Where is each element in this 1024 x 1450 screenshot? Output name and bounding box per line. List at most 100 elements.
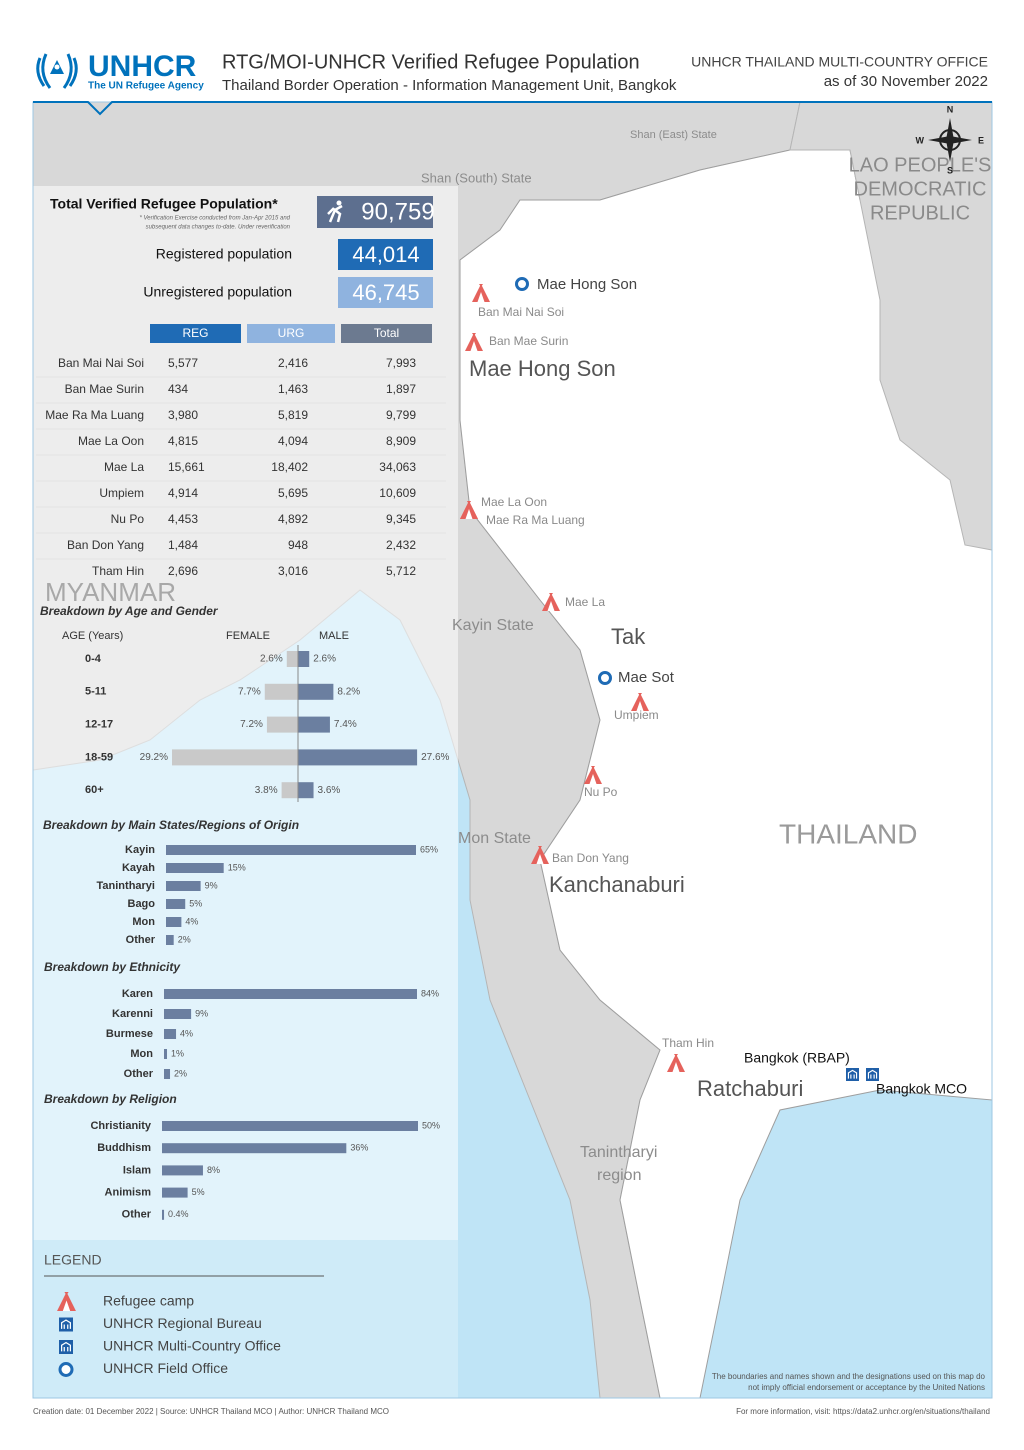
value-label: 2%: [174, 1068, 187, 1078]
compass-label: S: [947, 165, 953, 175]
row-label: Mae La Oon: [78, 434, 144, 448]
compass-label: W: [916, 135, 925, 145]
row-label: Mae La: [104, 460, 144, 474]
category-label: 18-59: [85, 751, 113, 763]
country-label: DEMOCRATIC: [854, 178, 987, 200]
logo-tagline: The UN Refugee Agency: [88, 81, 204, 92]
cell: 8,909: [386, 434, 416, 448]
legend-label: UNHCR Regional Bureau: [103, 1315, 262, 1331]
value-label: 50%: [422, 1120, 440, 1130]
value-label: 84%: [421, 988, 439, 998]
cell: 2,696: [168, 564, 198, 578]
field-office-icon: [515, 277, 529, 291]
chart-title: Breakdown by Religion: [44, 1092, 177, 1106]
camp-label: Ban Don Yang: [552, 851, 629, 865]
category-label: Other: [124, 1068, 154, 1080]
bar: [298, 683, 334, 700]
bar: [162, 1165, 203, 1176]
category-label: 60+: [85, 784, 104, 796]
value-label: 3.8%: [255, 785, 278, 796]
cell: 1,463: [278, 382, 308, 396]
country-label: REPUBLIC: [870, 202, 970, 224]
country-label: MYANMAR: [45, 577, 176, 607]
footer-credits: Creation date: 01 December 2022 | Source…: [33, 1407, 389, 1416]
date: as of 30 November 2022: [824, 73, 988, 90]
value-label: 2%: [178, 934, 191, 944]
cell: 4,892: [278, 512, 308, 526]
value-label: 4%: [180, 1028, 193, 1038]
cell: 4,094: [278, 434, 308, 448]
bar: [166, 845, 416, 855]
registered-box: [338, 239, 433, 270]
column-header-box: [341, 324, 432, 343]
cell: 1,897: [386, 382, 416, 396]
field-office-icon: [598, 671, 612, 685]
value-label: 2.6%: [313, 654, 336, 665]
category-label: Other: [126, 934, 156, 946]
refugee-icon: [327, 204, 343, 223]
category-label: 0-4: [85, 653, 102, 665]
value-label: 15%: [228, 862, 246, 872]
row-label: Nu Po: [111, 512, 145, 526]
value-label: 29.2%: [140, 752, 168, 763]
value-label: 36%: [350, 1143, 368, 1153]
bar: [164, 1049, 168, 1059]
footer-more: For more information, visit: https://dat…: [736, 1407, 990, 1416]
province-label: Kanchanaburi: [549, 872, 685, 897]
value-label: 3.6%: [318, 785, 341, 796]
compass-label: N: [947, 104, 954, 114]
legend-label: FEMALE: [226, 630, 270, 642]
office-label: Bangkok MCO: [876, 1081, 967, 1097]
office-label: Bangkok (RBAP): [744, 1050, 850, 1066]
cell: 5,577: [168, 356, 198, 370]
row-label: Ban Don Yang: [67, 538, 144, 552]
state-label: Tanintharyi: [580, 1144, 657, 1161]
value-label: 27.6%: [421, 752, 449, 763]
column-header-box: [150, 324, 241, 343]
chart-title: Breakdown by Age and Gender: [40, 604, 219, 618]
bar: [164, 1029, 177, 1039]
value-label: 8.2%: [337, 686, 360, 697]
row-label: Ban Mae Surin: [65, 382, 144, 396]
value-label: 8%: [207, 1165, 220, 1175]
disclaimer: not imply official endorsement or accept…: [748, 1383, 985, 1392]
cell: 3,980: [168, 408, 198, 422]
column-header: Total: [374, 326, 399, 340]
state-label: Kayin State: [452, 617, 534, 634]
value-label: 4%: [185, 916, 198, 926]
category-label: Mon: [132, 916, 155, 928]
cell: 434: [168, 382, 188, 396]
category-label: Other: [122, 1209, 152, 1221]
total: 90,759: [361, 198, 434, 225]
legend-label: UNHCR Field Office: [103, 1360, 228, 1376]
value-label: 65%: [420, 844, 438, 854]
row-label: Ban Mai Nai Soi: [58, 356, 144, 370]
legend-icon: [59, 1340, 73, 1354]
unregistered-label: Unregistered population: [143, 284, 292, 300]
cell: 5,712: [386, 564, 416, 578]
category-label: 5-11: [85, 686, 106, 698]
category-label: Buddhism: [97, 1142, 151, 1154]
column-header-box: [247, 324, 335, 343]
logo-name: UNHCR: [88, 50, 197, 83]
cell: 2,416: [278, 356, 308, 370]
cell: 15,661: [168, 460, 205, 474]
field-office-label: Mae Sot: [618, 669, 675, 686]
subtitle: Thailand Border Operation - Information …: [222, 77, 677, 94]
category-header: AGE (Years): [62, 630, 123, 642]
office: UNHCR THAILAND MULTI-COUNTRY OFFICE: [691, 54, 988, 70]
state-label: Mon State: [458, 830, 531, 847]
note: subsequent data changes to-date. Under r…: [146, 225, 291, 231]
state-label: region: [597, 1167, 641, 1184]
bar: [166, 863, 224, 873]
row-label: Tham Hin: [92, 564, 144, 578]
cell: 34,063: [379, 460, 416, 474]
category-label: Christianity: [90, 1120, 151, 1132]
value-label: 1%: [171, 1048, 184, 1058]
cell: 4,914: [168, 486, 198, 500]
bar: [166, 917, 182, 927]
category-label: Karen: [122, 988, 153, 1000]
compass-label: E: [978, 135, 984, 145]
